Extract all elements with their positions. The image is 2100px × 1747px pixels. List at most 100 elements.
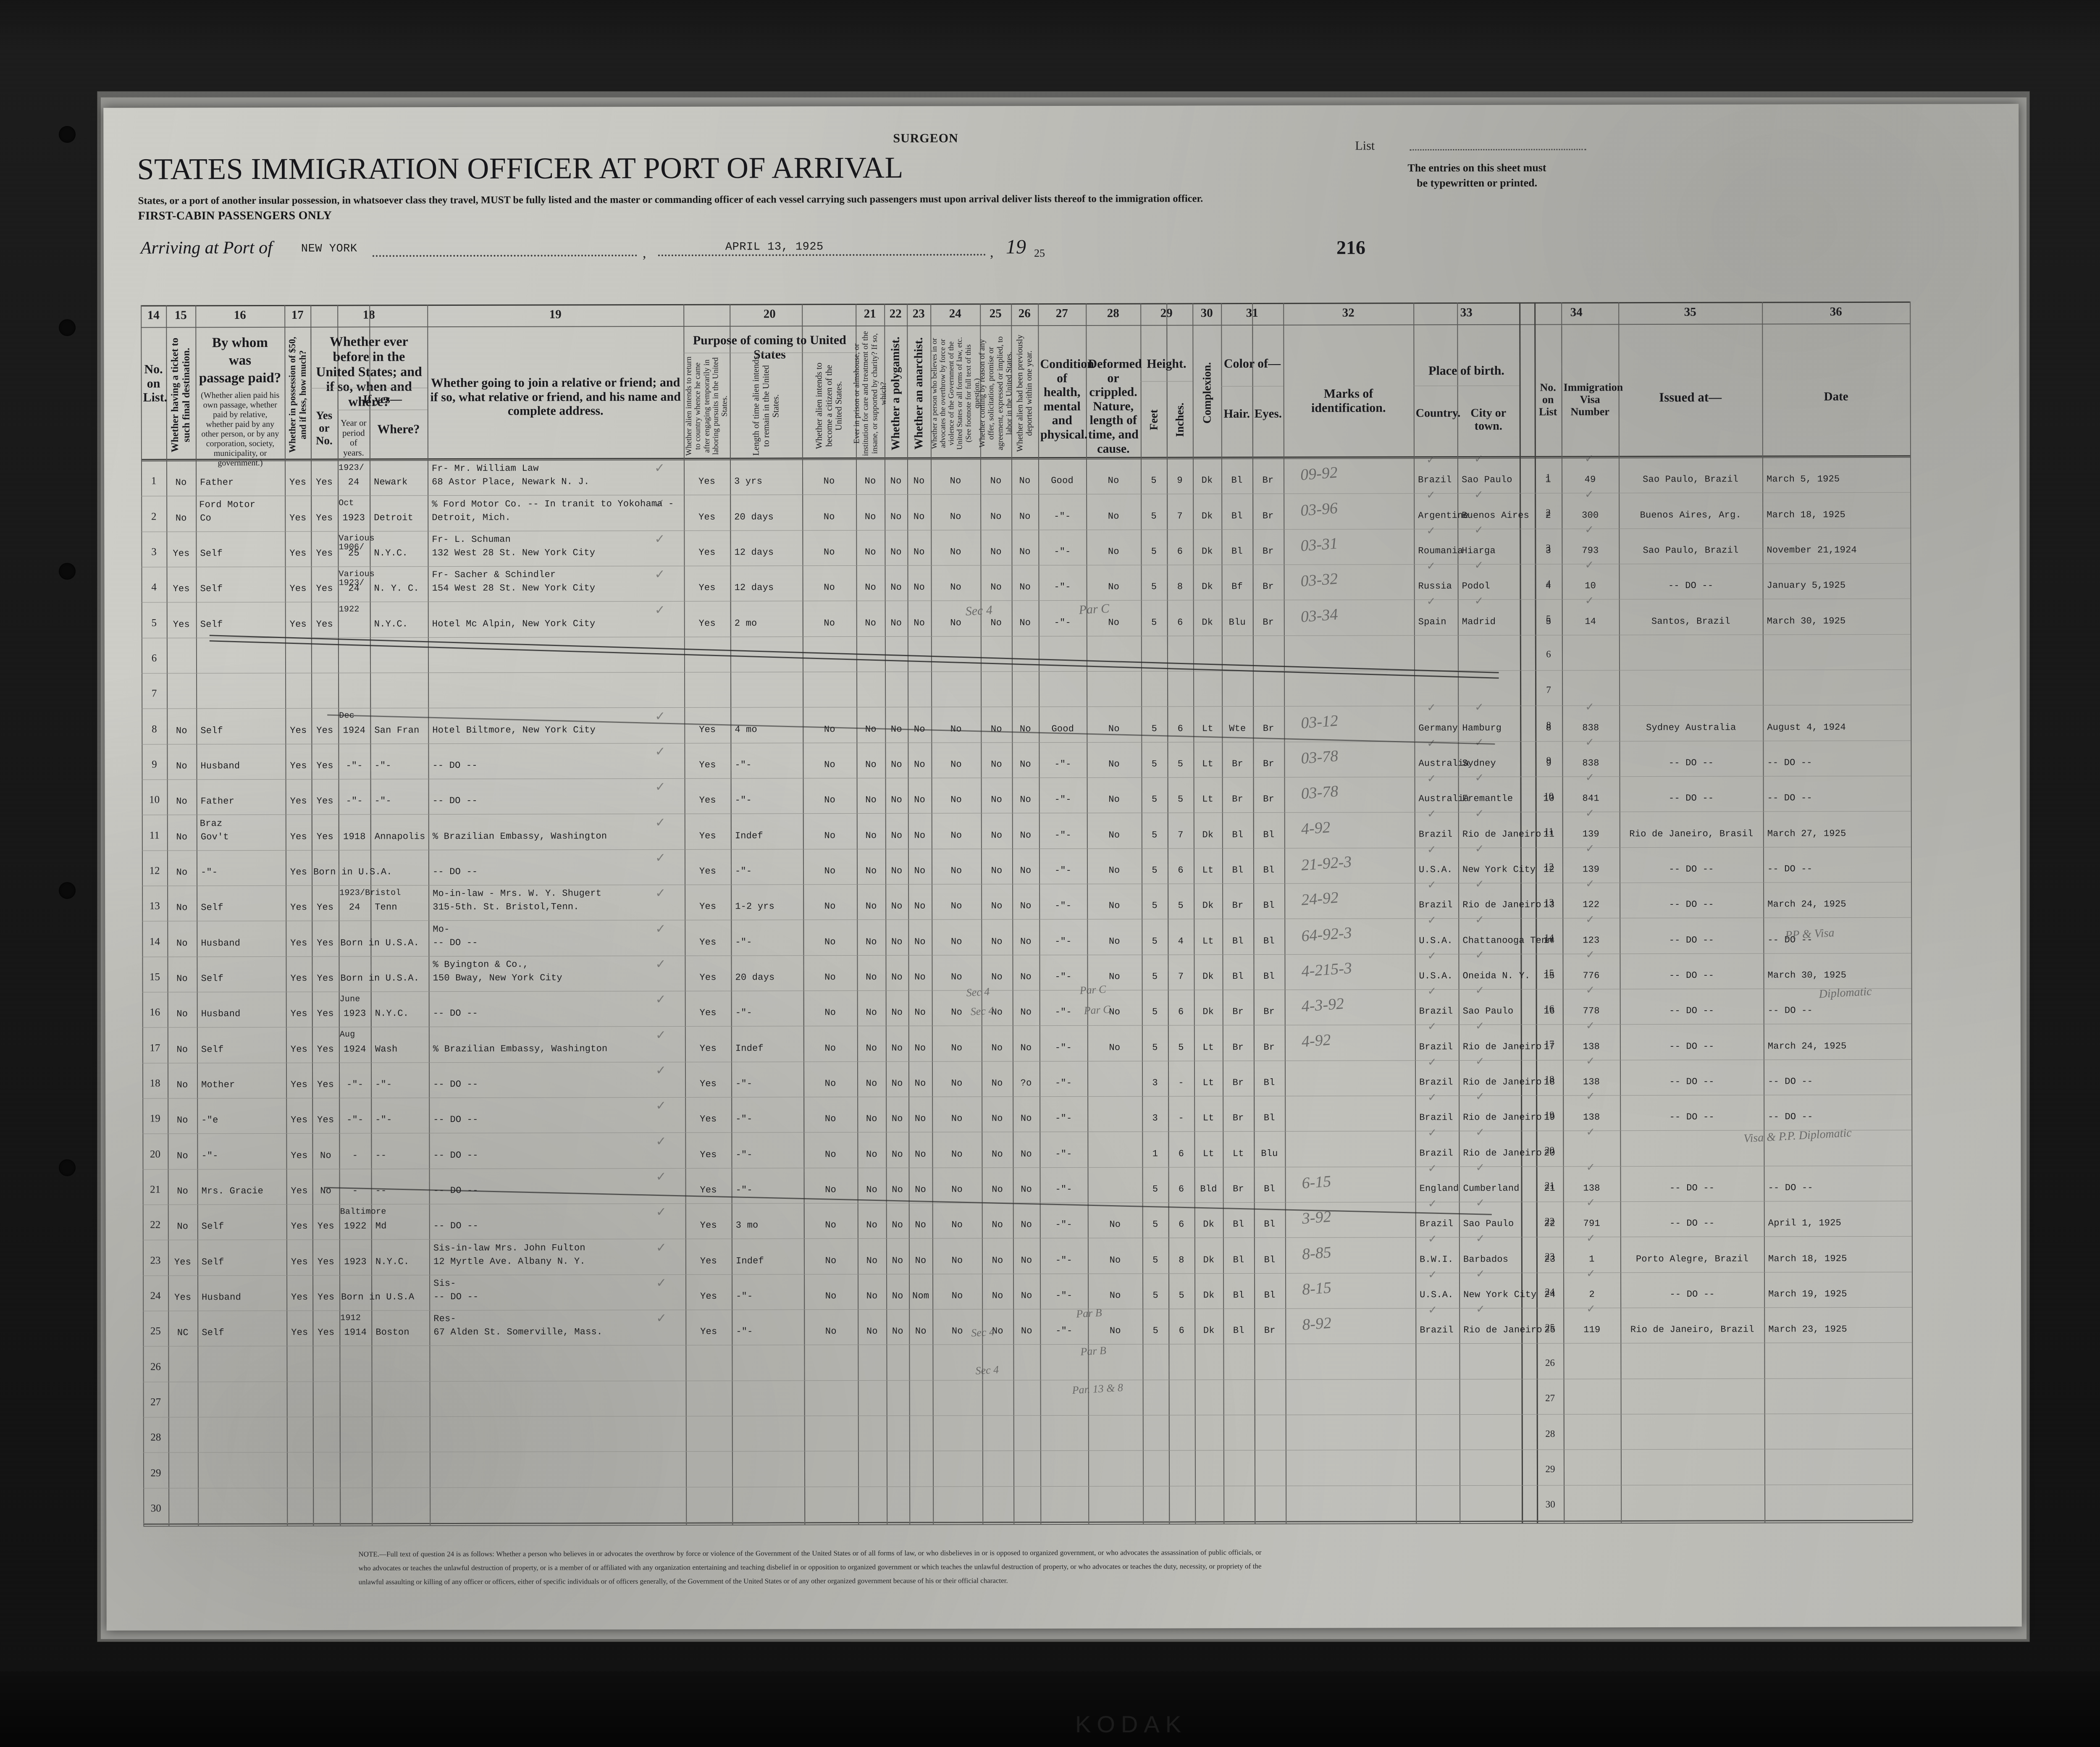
cell-c33city: Madrid — [1462, 616, 1496, 627]
table-vline — [1762, 302, 1766, 1523]
cell-c18_yn: Born in U.S.A. — [313, 867, 392, 877]
cell-c23: No — [914, 901, 926, 912]
cell-c20a: Yes — [700, 1185, 717, 1195]
cell-c18_yn: Yes — [315, 477, 333, 488]
table-hline — [141, 599, 1911, 603]
cell-c35: Rio de Janeiro, Brasil — [1629, 828, 1754, 839]
table-hline — [142, 846, 1911, 851]
cell-c21: No — [866, 1043, 877, 1053]
cell-c15: Yes — [173, 548, 190, 559]
cell-c18_where: Wash — [375, 1044, 398, 1055]
pencil-check-mark: ✓ — [1427, 949, 1437, 962]
cell-c28: No — [1108, 511, 1119, 522]
cell-c34no: 9 — [1546, 758, 1552, 769]
column-number-33: 33 — [1460, 305, 1473, 320]
handwritten-identification-mark: 8-92 — [1301, 1314, 1332, 1334]
cell-c22: No — [892, 1220, 903, 1231]
cell-c23: No — [914, 582, 925, 593]
cell-c18_yn: Yes — [317, 1079, 334, 1090]
header-col-16-subtext: (Whether alien paid his own passage, whe… — [201, 390, 280, 468]
handwritten-identification-mark: 21-92-3 — [1300, 853, 1352, 874]
pencil-annotation: PP & Visa — [1785, 926, 1835, 942]
cell-c36: March 23, 1925 — [1768, 1324, 1847, 1335]
row-number-left: 25 — [150, 1325, 161, 1337]
cell-c36: March 30, 1925 — [1767, 970, 1847, 981]
table-hline — [141, 492, 1911, 497]
column-number-26: 26 — [1018, 307, 1031, 321]
cell-c21: No — [865, 795, 877, 806]
cell-c17: Yes — [290, 760, 307, 771]
cell-c34no: 2 — [1545, 510, 1551, 521]
cell-c20c: No — [824, 830, 836, 841]
cell-c31h: Lt — [1232, 1148, 1244, 1159]
pencil-check-mark: ✓ — [1585, 594, 1594, 607]
header-col-18-yesno: Yes or No. — [315, 409, 333, 447]
cell-c30: Lt — [1202, 936, 1214, 947]
cell-c18_year_val: 1918 — [343, 831, 366, 842]
table-hline — [143, 1413, 1912, 1418]
cell-c25: No — [992, 1290, 1003, 1301]
pencil-annotation: Sec 4 — [970, 1004, 995, 1018]
cell-c19: 150 Bway, New York City — [433, 972, 562, 984]
cell-c36: November 21,1924 — [1767, 545, 1857, 556]
pencil-check-mark: ✓ — [1475, 807, 1484, 820]
cell-c25: No — [990, 724, 1002, 735]
pencil-check-mark: ✓ — [1475, 1126, 1485, 1138]
row-number-left: 27 — [150, 1396, 161, 1408]
cell-c15: Yes — [173, 619, 190, 630]
table-hline — [142, 953, 1911, 957]
cell-c29i: - — [1178, 1113, 1184, 1124]
cell-c30: Lt — [1202, 1113, 1214, 1124]
cell-c18_where: -- — [375, 1150, 387, 1161]
cell-c29i: 6 — [1179, 1325, 1185, 1336]
cell-c20a: Yes — [699, 937, 717, 948]
cell-c24: No — [950, 901, 962, 912]
cell-c29i: 5 — [1178, 900, 1184, 911]
cell-c18_yn: Yes — [317, 973, 334, 984]
pencil-check-mark: ✓ — [1427, 985, 1437, 998]
cell-c19: 154 West 28 St. New York City — [432, 583, 596, 594]
cell-c29f: 5 — [1152, 1255, 1158, 1266]
cell-c23: No — [914, 865, 926, 876]
pencil-check-mark: ✓ — [1586, 1267, 1596, 1280]
cell-c15: No — [176, 832, 188, 843]
cell-c17: Yes — [291, 1256, 308, 1267]
cell-c20b: -"- — [736, 1327, 753, 1337]
handwritten-identification-mark: 4-3-92 — [1301, 995, 1345, 1016]
row-number-left: 21 — [150, 1184, 161, 1195]
cell-c18_yn: Yes — [317, 938, 334, 948]
pencil-check-mark: ✓ — [1586, 877, 1595, 890]
handwritten-identification-mark: 03-32 — [1300, 570, 1339, 591]
row-number-left: 30 — [150, 1503, 161, 1514]
cell-c16: Mother — [201, 1080, 235, 1090]
cell-c21: No — [864, 476, 876, 487]
cell-c29f: 5 — [1152, 1325, 1159, 1337]
cell-c36: January 5,1925 — [1767, 580, 1846, 591]
cell-c29i: 8 — [1177, 581, 1183, 592]
cell-c28: No — [1108, 475, 1119, 486]
cell-c19: -- DO -- — [433, 1150, 478, 1161]
cell-c33city: Rio de Janeiro — [1462, 900, 1541, 911]
header-col-29-feet: Feet — [1147, 409, 1160, 431]
cell-c28: No — [1108, 723, 1120, 734]
cell-c19: -- DO -- — [432, 796, 478, 807]
cell-c33city: Rio de Janeiro — [1463, 1148, 1542, 1159]
cell-c16: Self — [200, 725, 223, 736]
column-number-35: 35 — [1684, 305, 1696, 319]
cell-c20b: -"- — [735, 1185, 753, 1195]
cell-c20c: No — [824, 866, 836, 877]
cell-c19: -- DO -- — [433, 1008, 478, 1019]
cell-c25: No — [990, 617, 1002, 628]
film-edge-text: KODAK — [1075, 1711, 1187, 1737]
punch-hole — [59, 319, 76, 336]
cell-col19-topline: Res- — [433, 1314, 456, 1324]
cell-c29f: 3 — [1152, 1113, 1158, 1124]
column-number-19: 19 — [549, 307, 562, 321]
cell-c33country: Brazil — [1419, 1041, 1453, 1053]
table-hline — [141, 528, 1911, 532]
pencil-check-mark: ✓ — [656, 1276, 667, 1290]
cell-c34no: 19 — [1544, 1112, 1555, 1123]
pencil-check-mark: ✓ — [1427, 772, 1436, 785]
pencil-annotation: Par C — [1078, 601, 1110, 617]
cell-c34visa: 791 — [1583, 1218, 1600, 1229]
